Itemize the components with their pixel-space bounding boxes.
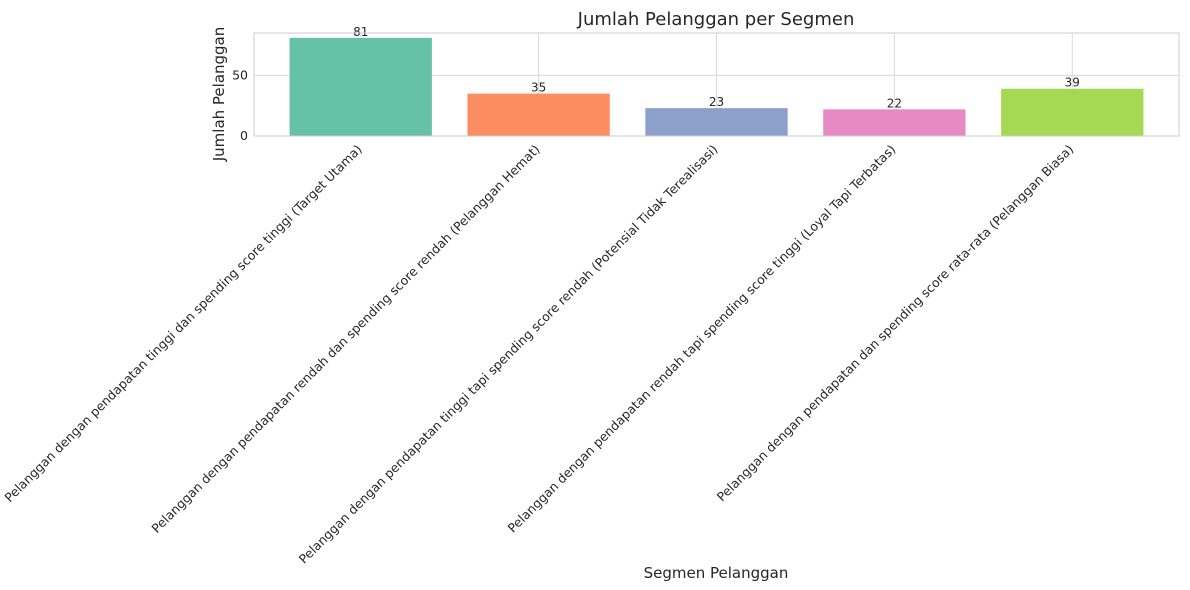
bar <box>289 37 432 136</box>
y-tick-label: 0 <box>240 128 248 143</box>
y-axis-label: Jumlah Pelanggan <box>210 27 228 163</box>
x-tick-label: Pelanggan dengan pendapatan tinggi tapi … <box>296 142 721 567</box>
bar <box>645 108 788 136</box>
bar-value-labels: 81 35 23 22 39 <box>353 25 1080 110</box>
bar-value-label: 39 <box>1065 76 1080 90</box>
bar <box>1001 88 1144 136</box>
plot-frame <box>253 32 1180 137</box>
x-axis-label: Segmen Pelanggan <box>644 564 789 582</box>
x-tick-label: Pelanggan dengan pendapatan rendah tapi … <box>505 142 899 536</box>
x-tick-label: Pelanggan dengan pendapatan dan spending… <box>714 142 1077 505</box>
bar-value-label: 23 <box>709 95 724 109</box>
x-tick-labels: Pelanggan dengan pendapatan tinggi dan s… <box>1 142 1076 567</box>
bar-value-label: 22 <box>887 96 902 110</box>
chart-title: Jumlah Pelanggan per Segmen <box>577 9 855 30</box>
y-tick-labels: 0 50 <box>232 67 248 143</box>
bar <box>823 109 966 136</box>
x-tick-label: Pelanggan dengan pendapatan rendah dan s… <box>148 142 542 536</box>
bar-value-label: 81 <box>353 25 368 39</box>
bar <box>467 93 610 136</box>
x-tick-label: Pelanggan dengan pendapatan tinggi dan s… <box>1 142 364 505</box>
y-tick-label: 50 <box>232 67 248 82</box>
bars <box>289 37 1144 136</box>
bar-value-label: 35 <box>531 81 546 95</box>
